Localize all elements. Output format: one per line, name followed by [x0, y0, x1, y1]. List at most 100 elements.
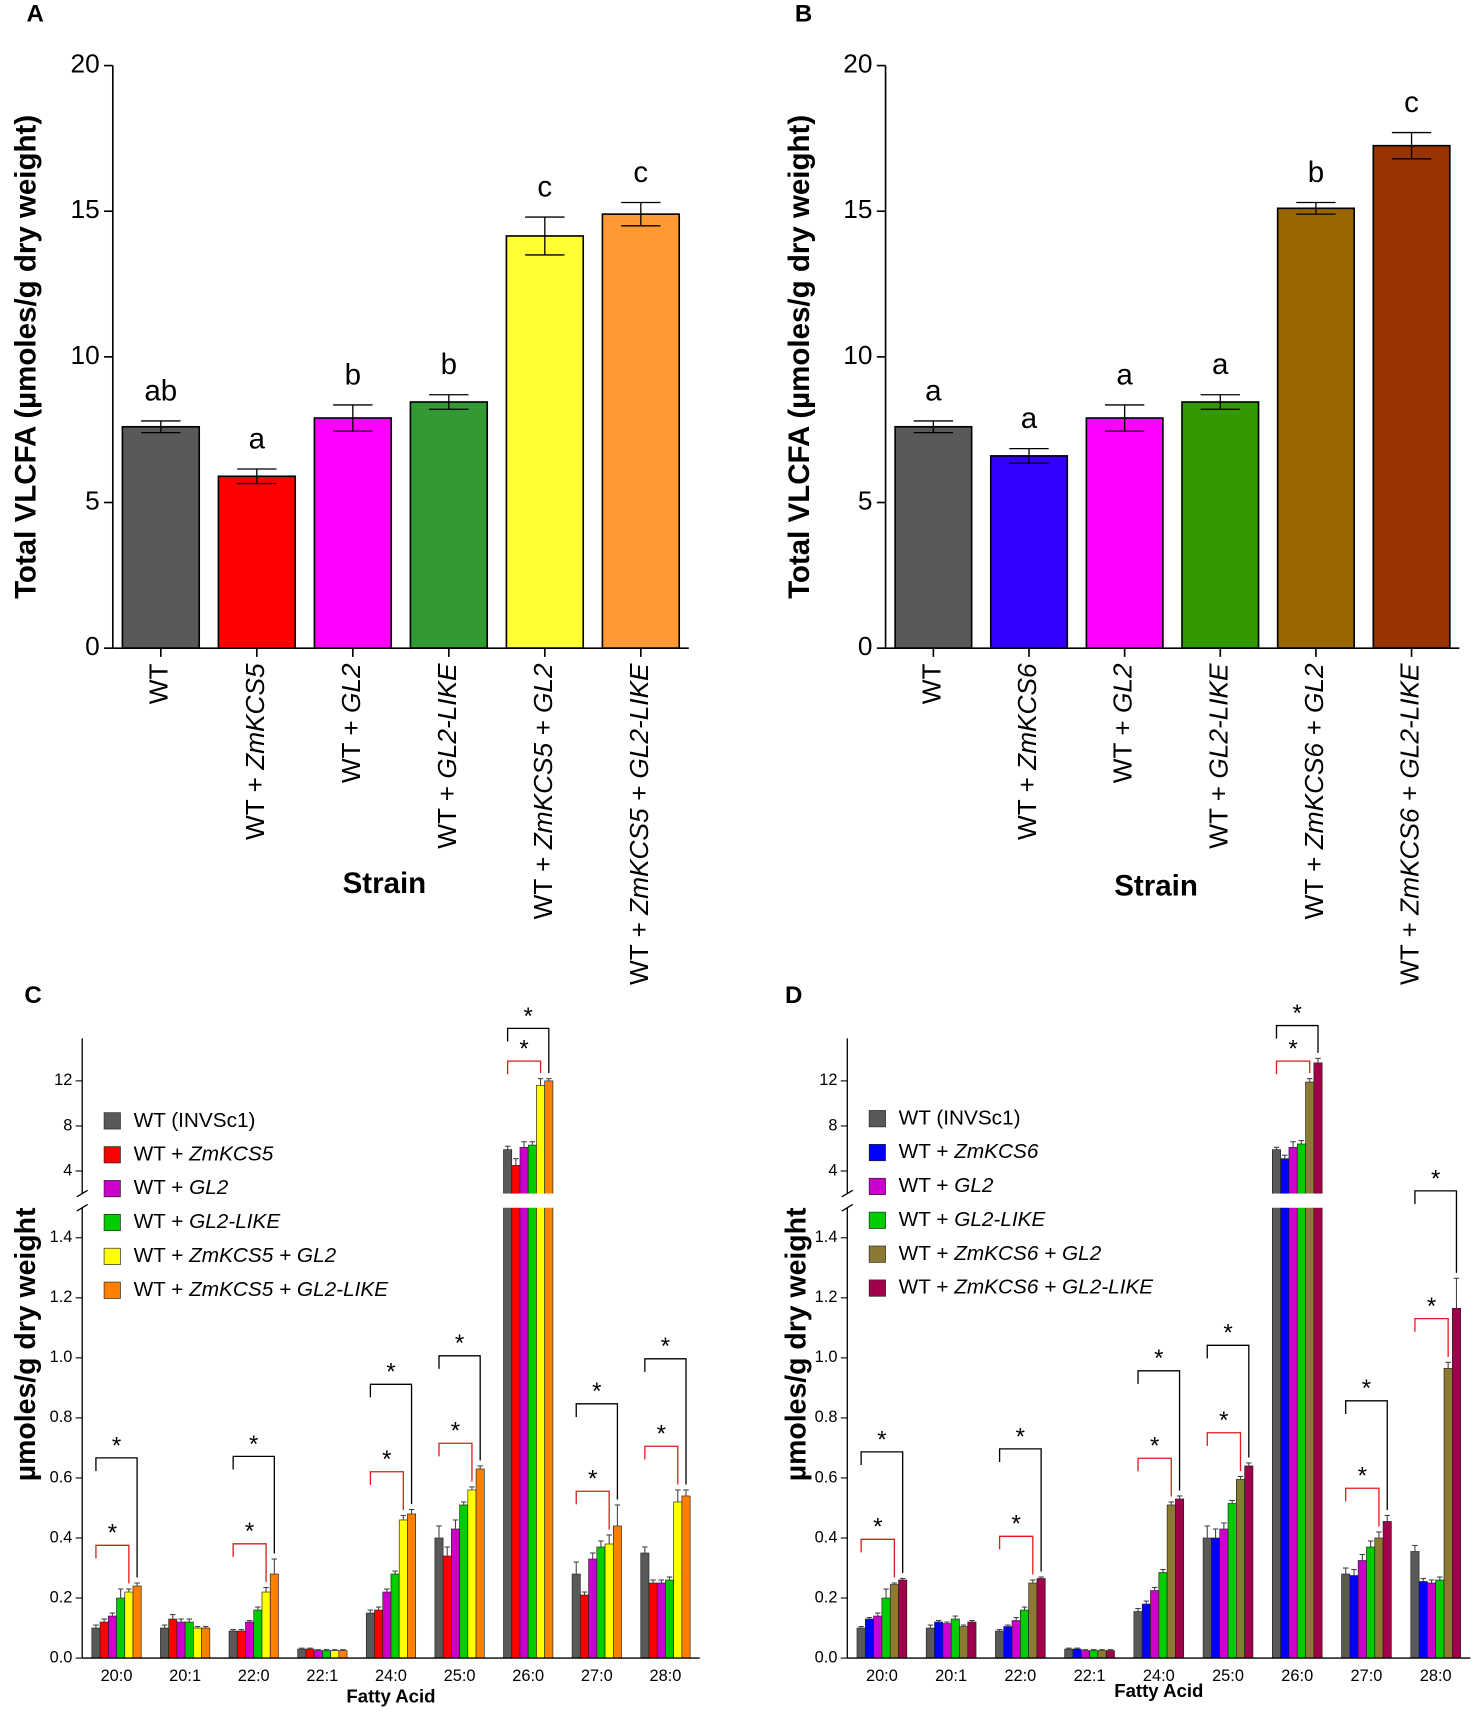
bar [330, 1650, 340, 1659]
bar [193, 1627, 202, 1659]
y-axis-label: µmoles/g dry weight [781, 1207, 813, 1481]
bar [942, 1623, 952, 1659]
bar [1305, 1081, 1315, 1659]
y-tick-label: 0.4 [815, 1528, 838, 1546]
bar [475, 1468, 485, 1659]
bar [1158, 1572, 1168, 1659]
significance-star: * [1223, 1320, 1232, 1347]
y-tick-label: 4 [828, 1161, 837, 1179]
bar [925, 1627, 935, 1659]
bar [1382, 1521, 1392, 1659]
x-tick-label: 27:0 [581, 1667, 613, 1685]
x-tick-label: 24:0 [375, 1667, 407, 1685]
legend-label: WT + ZmKCS5 + GL2 [134, 1244, 337, 1267]
bar [989, 455, 1069, 649]
legend-label: WT + GL2-LIKE [134, 1211, 282, 1234]
significance-bracket [1275, 1060, 1311, 1075]
bar [236, 1630, 246, 1659]
bar [1451, 1308, 1461, 1659]
bar [596, 1546, 606, 1659]
bar [1089, 1650, 1099, 1659]
significance-bracket [1206, 1344, 1250, 1458]
significance-star: * [1154, 1345, 1163, 1372]
x-tick-label: WT + GL2-LIKE [1203, 663, 1233, 849]
significance-bracket [506, 1060, 542, 1075]
bar [1427, 1582, 1437, 1659]
legend-label: WT + GL2-LIKE [899, 1208, 1047, 1231]
bar [1366, 1546, 1376, 1659]
bar [544, 1080, 554, 1659]
bar [1175, 1498, 1185, 1659]
bar [1236, 1479, 1245, 1659]
x-axis-label: Strain [1114, 869, 1198, 902]
significance-letter: b [1308, 156, 1324, 189]
bar [1349, 1575, 1359, 1659]
bar [873, 1615, 883, 1659]
bar [864, 1618, 874, 1659]
significance-bracket [575, 1403, 619, 1500]
significance-bracket [1345, 1400, 1388, 1511]
bar [1372, 144, 1451, 649]
break-mark [76, 1203, 89, 1212]
bar [1313, 1062, 1323, 1659]
y-tick-label: 1.2 [815, 1288, 838, 1306]
bar [338, 1650, 348, 1659]
bar [382, 1591, 392, 1659]
bar [889, 1584, 899, 1659]
y-tick-label: 1.4 [50, 1228, 73, 1246]
legend-label: WT (INVSc1) [899, 1107, 1021, 1130]
significance-star: * [249, 1431, 258, 1458]
bar [1288, 1147, 1298, 1659]
significance-bracket [232, 1543, 267, 1583]
significance-star: * [1150, 1433, 1159, 1460]
x-axis-label: Strain [343, 867, 427, 900]
x-axis-label: Fatty Acid [1114, 1680, 1203, 1701]
bar [1357, 1560, 1367, 1659]
significance-star: * [1012, 1511, 1021, 1538]
panel-label: B [795, 1, 812, 28]
x-tick-label: 26:0 [512, 1667, 544, 1685]
bar [1341, 1573, 1351, 1659]
bar [1011, 1620, 1021, 1659]
significance-letter: a [1021, 402, 1038, 435]
y-tick-label: 0.2 [815, 1588, 838, 1606]
x-tick-label: 20:1 [169, 1667, 201, 1685]
y-tick-label: 20 [71, 49, 100, 79]
bar [503, 1149, 513, 1659]
bar [269, 1573, 279, 1659]
bar [1296, 1143, 1306, 1659]
bar [1181, 401, 1260, 649]
bar [99, 1621, 109, 1659]
y-tick-label: 8 [828, 1116, 837, 1134]
x-tick-label: 22:0 [238, 1667, 270, 1685]
y-tick-label: 1.0 [50, 1348, 73, 1366]
x-tick-label: 26:0 [1281, 1667, 1313, 1685]
break-mark [841, 1203, 854, 1212]
bar [201, 1627, 211, 1659]
legend-label: WT + GL2 [134, 1177, 229, 1200]
significance-bracket [1414, 1317, 1449, 1357]
bar [261, 1591, 271, 1659]
significance-star: * [1427, 1293, 1436, 1320]
bar [588, 1558, 598, 1659]
legend-swatch [103, 1180, 121, 1198]
y-axis-label: µmoles/g dry weight [10, 1207, 42, 1481]
bar [640, 1552, 650, 1659]
significance-bracket [998, 1535, 1034, 1575]
x-tick-label: 24:0 [1143, 1667, 1175, 1685]
bar [1435, 1579, 1445, 1659]
bar [132, 1585, 142, 1659]
significance-star: * [1362, 1375, 1371, 1402]
bar [1202, 1537, 1212, 1659]
legend-label: WT + ZmKCS6 + GL2-LIKE [899, 1276, 1155, 1299]
bar [467, 1489, 477, 1659]
legend-swatch [868, 1279, 886, 1297]
legend-swatch [868, 1144, 886, 1162]
axis-break [834, 1193, 1471, 1208]
y-tick-label: 12 [54, 1071, 72, 1089]
bar [1064, 1648, 1074, 1659]
bar [967, 1621, 977, 1659]
bar [995, 1630, 1005, 1659]
y-tick-label: 0.0 [815, 1648, 838, 1666]
